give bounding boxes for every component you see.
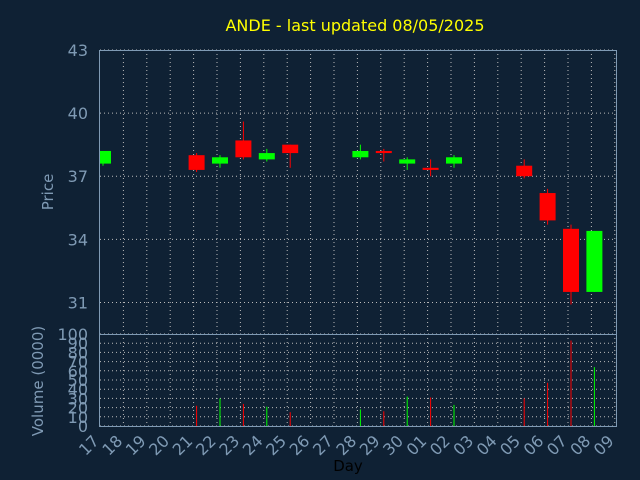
x-axis-label: Day — [333, 457, 363, 475]
volume-tick-label: 50 — [68, 371, 88, 390]
candle-body — [212, 157, 228, 164]
candle-body — [446, 157, 462, 164]
candle-body — [100, 150, 111, 164]
price-axis-label: Price — [39, 174, 57, 211]
price-tick-label: 37 — [68, 167, 88, 186]
chart-title: ANDE - last updated 08/05/2025 — [225, 16, 484, 35]
candle-body — [258, 153, 275, 160]
price-tick-label: 43 — [68, 41, 88, 60]
price-tick-label: 31 — [68, 293, 88, 312]
volume-tick-label: 70 — [68, 353, 88, 372]
volume-tick-label: 90 — [68, 334, 88, 353]
volume-bars — [196, 340, 595, 426]
candle-body — [399, 159, 416, 164]
volume-axis-label: Volume (0000) — [29, 326, 47, 436]
volume-tick-label: 40 — [68, 380, 88, 399]
candle-body — [375, 150, 392, 154]
x-tick-label: 09 — [590, 431, 618, 459]
x-axis-ticks: 1718192021222324252627282930010203040506… — [75, 431, 618, 459]
volume-tick-label: 30 — [68, 389, 88, 408]
volume-tick-label: 20 — [68, 399, 88, 418]
volume-panel-frame — [99, 334, 617, 427]
volume-grid — [100, 333, 616, 427]
candle-body — [586, 230, 603, 292]
candle-body — [352, 150, 369, 158]
candle-body — [282, 144, 299, 154]
volume-tick-label: 60 — [68, 362, 88, 381]
price-grid — [100, 49, 616, 334]
candle-body — [422, 167, 439, 170]
volume-tick-label: 100 — [57, 325, 88, 344]
price-tick-label: 34 — [68, 230, 88, 249]
candle-body — [539, 193, 556, 221]
candles — [100, 121, 603, 305]
price-tick-label: 40 — [68, 104, 88, 123]
candle-body — [563, 228, 579, 292]
volume-tick-label: 80 — [68, 343, 88, 362]
volume-tick-label: 0 — [78, 417, 88, 436]
candle-body — [516, 165, 533, 177]
volume-tick-label: 10 — [68, 408, 88, 427]
candle-body — [188, 155, 205, 170]
price-axis-ticks: 31 34 37 40 43 — [68, 41, 88, 312]
price-panel-frame — [99, 50, 617, 335]
candle-body — [235, 140, 252, 158]
